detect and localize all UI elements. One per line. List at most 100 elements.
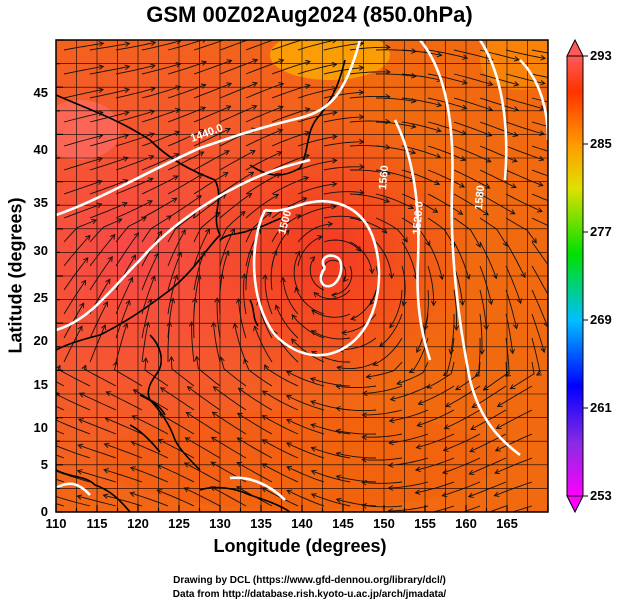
streamline (479, 145, 518, 162)
streamline-arrow (147, 200, 153, 206)
streamline-arrow (520, 272, 526, 279)
streamline (323, 215, 364, 221)
colorbar-label: 261 (590, 400, 612, 415)
streamline-arrow (132, 389, 139, 395)
streamline-arrow (372, 360, 379, 366)
streamline-arrow (389, 322, 395, 329)
streamline (453, 241, 470, 280)
streamline (475, 337, 481, 377)
streamline (89, 65, 130, 75)
streamline-arrow (317, 235, 323, 241)
streamline (469, 457, 507, 475)
streamline (388, 505, 429, 512)
streamline-arrow (98, 41, 105, 47)
streamline (505, 313, 514, 354)
streamline-arrow (122, 202, 128, 208)
streamline-arrow (310, 469, 317, 475)
streamline-arrow (210, 321, 217, 328)
streamline (193, 128, 231, 147)
streamline-arrow (442, 370, 449, 376)
streamline-arrow (109, 233, 116, 240)
streamline-arrow (369, 268, 375, 275)
streamline-arrow (414, 466, 421, 473)
streamline-arrow (423, 324, 429, 331)
streamline-arrow (112, 361, 119, 367)
streamline-arrow (225, 127, 231, 133)
streamline (103, 494, 143, 507)
x-axis-label: Longitude (degrees) (213, 536, 387, 556)
streamline (275, 304, 299, 339)
streamline-arrow (96, 202, 103, 209)
streamline (282, 277, 299, 315)
streamline (56, 405, 65, 411)
streamline-arrow (276, 151, 283, 157)
streamline (505, 121, 545, 135)
streamline (115, 155, 154, 171)
streamline (271, 60, 311, 75)
streamline (349, 217, 387, 234)
streamline-arrow (331, 86, 338, 92)
streamline (376, 97, 416, 102)
streamline (193, 298, 196, 339)
streamline-arrow (77, 418, 84, 424)
streamline-arrow (531, 237, 537, 244)
streamline (401, 265, 406, 306)
streamline (531, 313, 545, 353)
streamline-arrow (103, 468, 109, 474)
streamline-arrow (261, 415, 268, 421)
y-tick-label: 5 (40, 457, 48, 472)
streamline (262, 487, 299, 507)
streamline-arrow (261, 487, 268, 493)
streamline (389, 289, 403, 328)
x-tick-label: 145 (332, 516, 354, 531)
streamline-arrow (116, 218, 123, 224)
wind-streamlines (56, 40, 566, 512)
streamline (375, 145, 416, 154)
streamline (390, 385, 429, 401)
streamline (531, 73, 548, 78)
streamline (193, 82, 232, 99)
streamline (337, 361, 377, 370)
streamline-arrow (361, 390, 368, 397)
streamline (243, 274, 247, 315)
streamline-arrow (358, 114, 365, 120)
streamline (141, 275, 156, 315)
y-tick-label: 40 (33, 142, 48, 157)
streamline (443, 433, 481, 452)
streamline (63, 111, 103, 123)
streamline (426, 361, 455, 389)
streamline-arrow (310, 377, 316, 383)
streamline (63, 65, 104, 75)
streamline-arrow (561, 233, 566, 238)
streamline-arrow (327, 221, 334, 227)
streamline-arrow (171, 197, 178, 203)
streamline (479, 193, 516, 215)
streamline-arrow (285, 371, 292, 376)
streamline-arrow (199, 129, 206, 135)
streamline-arrow (441, 469, 448, 475)
streamline (336, 385, 377, 388)
streamline (453, 217, 481, 248)
streamline (141, 131, 180, 147)
streamline-arrow (144, 321, 151, 328)
streamline (323, 239, 361, 252)
streamline-arrow (485, 157, 492, 163)
streamline-arrow (303, 175, 310, 182)
streamline (375, 73, 416, 77)
x-tick-label: 120 (127, 516, 149, 531)
streamline (193, 105, 231, 123)
streamline (115, 41, 156, 51)
credit-drawing: Drawing by DCL (https://www.gfd-dennou.o… (173, 575, 446, 586)
streamline-arrow (358, 189, 365, 195)
streamline (103, 469, 143, 483)
streamline (531, 193, 548, 202)
streamline-arrow (180, 229, 186, 235)
streamline (141, 215, 172, 243)
streamline (373, 337, 403, 366)
y-tick-label: 10 (33, 420, 48, 435)
streamline (132, 415, 169, 435)
streamline (167, 151, 204, 171)
streamline-arrow (538, 155, 545, 162)
streamline-arrow (222, 172, 229, 178)
streamline (427, 49, 468, 59)
